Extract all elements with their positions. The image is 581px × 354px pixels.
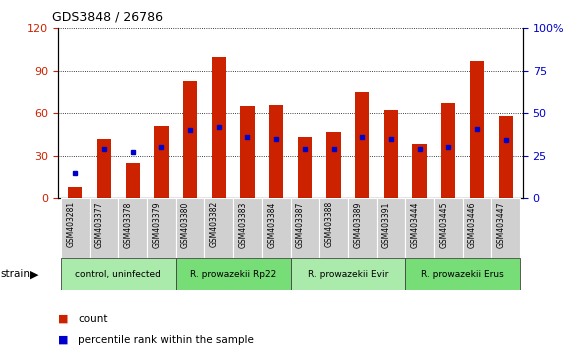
Text: GSM403389: GSM403389 xyxy=(353,201,362,248)
Text: GSM403384: GSM403384 xyxy=(267,201,276,248)
Bar xyxy=(413,144,427,198)
Text: R. prowazekii Evir: R. prowazekii Evir xyxy=(308,270,388,279)
Text: ▶: ▶ xyxy=(30,269,39,279)
Bar xyxy=(355,92,370,198)
Bar xyxy=(119,198,147,258)
Bar xyxy=(269,105,284,198)
Bar xyxy=(462,198,492,258)
Bar xyxy=(233,198,262,258)
Text: GSM403379: GSM403379 xyxy=(152,201,162,248)
Bar xyxy=(406,198,434,258)
Bar xyxy=(492,198,520,258)
Bar xyxy=(154,126,168,198)
Text: count: count xyxy=(78,314,108,324)
Text: R. prowazekii Erus: R. prowazekii Erus xyxy=(421,270,504,279)
Bar xyxy=(61,258,175,290)
Bar xyxy=(297,137,312,198)
Text: GDS3848 / 26786: GDS3848 / 26786 xyxy=(52,11,163,24)
Text: R. prowazekii Rp22: R. prowazekii Rp22 xyxy=(190,270,276,279)
Bar xyxy=(205,198,233,258)
Bar xyxy=(434,198,462,258)
Bar xyxy=(290,258,406,290)
Text: percentile rank within the sample: percentile rank within the sample xyxy=(78,335,254,345)
Text: GSM403447: GSM403447 xyxy=(497,201,505,248)
Bar xyxy=(97,139,111,198)
Text: GSM403382: GSM403382 xyxy=(210,201,219,247)
Bar xyxy=(61,198,89,258)
Text: ■: ■ xyxy=(58,314,69,324)
Bar xyxy=(470,61,484,198)
Text: ■: ■ xyxy=(58,335,69,345)
Bar xyxy=(348,198,376,258)
Bar xyxy=(175,258,290,290)
Bar xyxy=(498,116,513,198)
Bar xyxy=(125,163,140,198)
Bar xyxy=(319,198,348,258)
Text: GSM403383: GSM403383 xyxy=(238,201,248,248)
Bar xyxy=(376,198,406,258)
Bar xyxy=(262,198,290,258)
Bar xyxy=(147,198,175,258)
Bar xyxy=(383,110,398,198)
Text: GSM403388: GSM403388 xyxy=(325,201,333,247)
Text: GSM403444: GSM403444 xyxy=(411,201,419,248)
Text: control, uninfected: control, uninfected xyxy=(76,270,162,279)
Text: GSM403391: GSM403391 xyxy=(382,201,391,248)
Bar xyxy=(89,198,119,258)
Text: GSM403387: GSM403387 xyxy=(296,201,305,248)
Bar xyxy=(68,187,83,198)
Bar xyxy=(211,57,226,198)
Bar xyxy=(290,198,319,258)
Text: GSM403445: GSM403445 xyxy=(439,201,449,248)
Bar xyxy=(175,198,205,258)
Bar xyxy=(183,81,198,198)
Text: GSM403446: GSM403446 xyxy=(468,201,477,248)
Text: GSM403281: GSM403281 xyxy=(66,201,76,247)
Bar xyxy=(406,258,520,290)
Bar xyxy=(327,132,340,198)
Bar xyxy=(241,106,254,198)
Text: GSM403380: GSM403380 xyxy=(181,201,190,248)
Text: GSM403378: GSM403378 xyxy=(124,201,132,248)
Text: GSM403377: GSM403377 xyxy=(95,201,104,248)
Bar xyxy=(441,103,456,198)
Text: strain: strain xyxy=(1,269,31,279)
